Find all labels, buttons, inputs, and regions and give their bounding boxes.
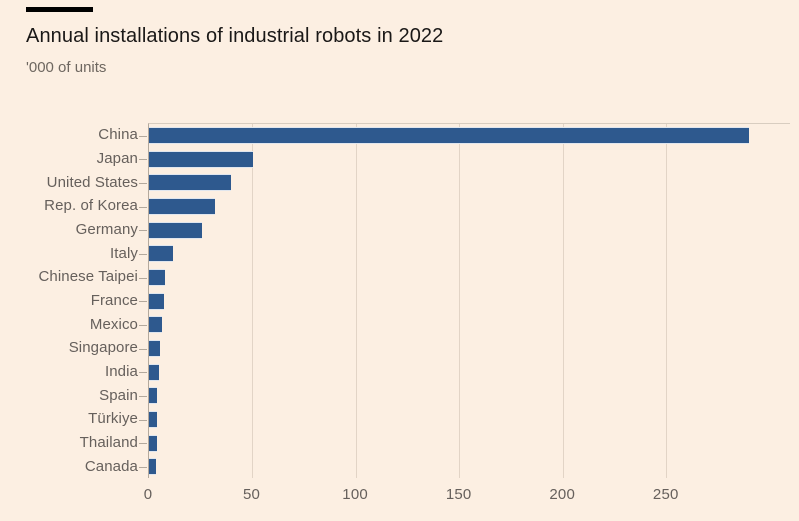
x-tick-label: 200	[549, 486, 576, 503]
bar	[149, 268, 166, 286]
bar	[149, 434, 157, 452]
y-tick	[139, 254, 147, 256]
category-label: China	[98, 126, 138, 144]
bar-row	[139, 148, 790, 172]
bar-row	[139, 242, 790, 266]
bar	[149, 410, 158, 428]
bar	[149, 458, 157, 476]
bar	[149, 316, 162, 334]
category-label: Singapore	[68, 339, 138, 357]
bar-row	[139, 266, 790, 290]
category-label: Mexico	[89, 315, 138, 333]
bar-row	[139, 408, 790, 432]
category-label: India	[104, 362, 138, 380]
bar-row	[139, 290, 790, 314]
chart-subtitle: '000 of units	[26, 59, 107, 76]
y-tick	[139, 467, 147, 469]
x-tick-label: 50	[243, 486, 261, 503]
y-tick	[139, 230, 147, 232]
category-label: Canada	[84, 457, 138, 475]
kicker-bar	[26, 7, 93, 12]
gridline	[562, 124, 564, 478]
bar	[149, 292, 165, 310]
y-tick	[139, 301, 147, 303]
y-tick	[139, 396, 147, 398]
bar-row	[139, 361, 790, 385]
y-tick	[139, 325, 147, 327]
x-tick-label: 250	[652, 486, 679, 503]
category-label: Chinese Taipei	[38, 268, 138, 286]
bar-row	[139, 313, 790, 337]
bar-row	[139, 195, 790, 219]
chart-title: Annual installations of industrial robot…	[26, 25, 444, 47]
bar-row	[139, 432, 790, 456]
x-axis: 0 50 100 150 200 250	[144, 486, 790, 506]
gridline	[252, 124, 254, 478]
bar-row	[139, 219, 790, 243]
y-tick	[139, 372, 147, 374]
bar	[149, 245, 173, 263]
category-label: Germany	[75, 220, 138, 238]
gridline	[459, 124, 461, 478]
bar	[149, 150, 254, 168]
bar	[149, 339, 160, 357]
bar-row	[139, 384, 790, 408]
category-label: Japan	[96, 149, 138, 167]
y-tick	[139, 348, 147, 350]
y-tick	[139, 206, 147, 208]
category-label: Spain	[99, 386, 138, 404]
bar-rows	[139, 124, 790, 479]
x-tick-label: 100	[342, 486, 368, 503]
category-label: United States	[46, 173, 138, 191]
bar-row	[139, 337, 790, 361]
y-tick	[139, 419, 147, 421]
y-tick	[139, 159, 147, 161]
y-tick	[139, 443, 147, 445]
y-tick	[139, 183, 147, 185]
category-label: France	[90, 291, 138, 309]
bar	[149, 363, 160, 381]
y-axis-labels: China Japan United States Rep. of Korea Germ…	[0, 123, 138, 478]
x-tick-label: 150	[445, 486, 472, 503]
bar-row	[139, 455, 790, 479]
bar	[149, 197, 215, 215]
bar-row	[139, 171, 790, 195]
bar	[149, 127, 750, 144]
gridline	[355, 124, 357, 478]
bar	[149, 221, 202, 239]
category-label: Italy	[109, 244, 138, 262]
y-tick	[139, 135, 147, 137]
y-tick	[139, 277, 147, 279]
plot-area	[139, 123, 790, 479]
category-label: Türkiye	[88, 410, 138, 428]
category-label: Thailand	[79, 433, 138, 451]
x-tick-label: 0	[143, 486, 153, 503]
gridline	[665, 124, 667, 478]
bar	[149, 174, 231, 192]
category-label: Rep. of Korea	[44, 197, 138, 215]
bar-row	[139, 124, 790, 148]
bar	[149, 387, 158, 405]
